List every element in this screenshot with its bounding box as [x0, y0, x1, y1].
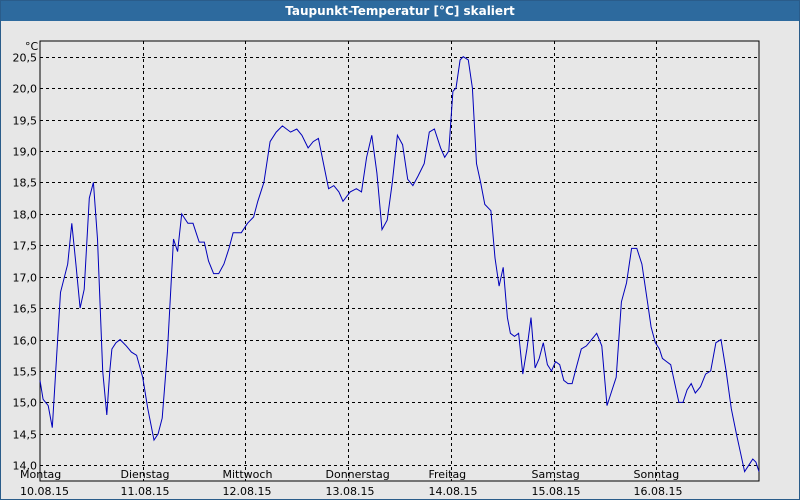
x-tick-date-label: 10.08.15 — [20, 485, 69, 498]
x-tick-date-label: 12.08.15 — [223, 485, 272, 498]
y-tick-label: 14,5 — [13, 429, 38, 442]
x-tick-day-label: Sonntag — [634, 468, 680, 481]
x-tick-day-label: Freitag — [429, 468, 467, 481]
window-title: Taupunkt-Temperatur [°C] skaliert — [1, 1, 799, 21]
series-line — [39, 56, 760, 473]
plot-area — [39, 40, 760, 482]
x-tick-day-label: Dienstag — [121, 468, 170, 481]
chart-grid — [40, 41, 759, 481]
y-tick-label: 15,0 — [13, 397, 38, 410]
x-tick-date-label: 15.08.15 — [532, 485, 581, 498]
y-axis-ticks: 14,0 14,5 15,0 15,5 16,0 16,5 17,0 17,5 18,0 18,5… — [13, 52, 38, 473]
x-tick-day-label: Samstag — [532, 468, 580, 481]
y-tick-label: 17,5 — [13, 240, 38, 253]
y-tick-label: 20,0 — [13, 83, 38, 96]
x-tick-day-label: Donnerstag — [326, 468, 390, 481]
x-tick-day-label: Mittwoch — [223, 468, 273, 481]
y-tick-label: 19,5 — [13, 115, 38, 128]
y-tick-label: 20,5 — [13, 52, 38, 65]
y-axis-unit: °C — [25, 40, 39, 53]
y-tick-label: 18,0 — [13, 209, 38, 222]
y-tick-label: 15,5 — [13, 366, 38, 379]
y-tick-label: 19,0 — [13, 146, 38, 159]
y-tick-label: 16,5 — [13, 303, 38, 316]
y-tick-label: 17,0 — [13, 272, 38, 285]
series-group — [39, 56, 760, 473]
x-tick-date-label: 14.08.15 — [429, 485, 478, 498]
x-tick-date-label: 16.08.15 — [634, 485, 683, 498]
y-tick-label: 14,0 — [13, 460, 38, 473]
x-tick-date-label: 11.08.15 — [121, 485, 170, 498]
x-tick-day-label: Montag — [20, 468, 61, 481]
y-tick-label: 18,5 — [13, 177, 38, 190]
y-tick-label: 16,0 — [13, 335, 38, 348]
x-tick-date-label: 13.08.15 — [326, 485, 375, 498]
x-axis-ticks: Montag 10.08.15 Dienstag 11.08.15 Mittwoch 12… — [20, 468, 682, 498]
line-chart: °C 14,014,515,015,516,016,517,017,518,01… — [13, 40, 760, 498]
